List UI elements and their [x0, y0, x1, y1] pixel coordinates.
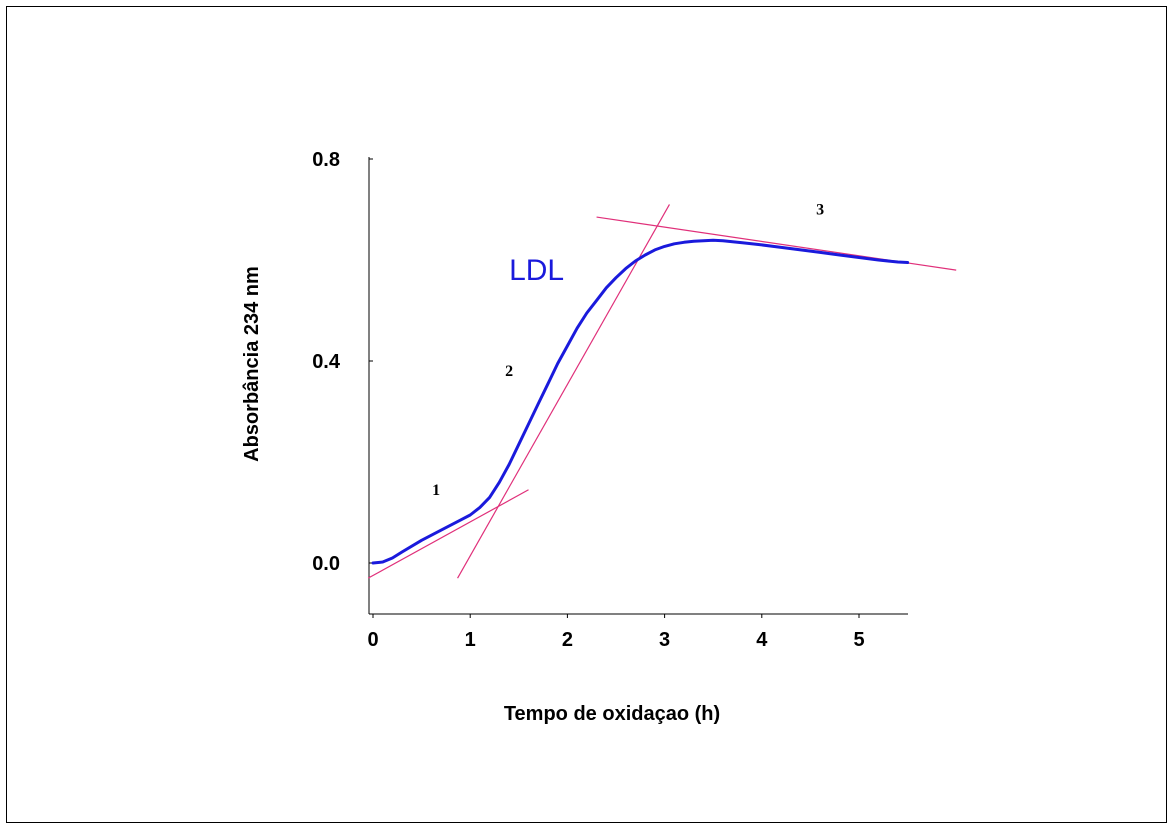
x-tick-label: 4 — [756, 629, 768, 651]
x-tick-label: 5 — [853, 629, 864, 651]
x-ticks: 0 1 2 3 4 5 — [367, 614, 865, 651]
x-tick-label: 2 — [562, 629, 573, 651]
tangent-line-1 — [367, 489, 529, 579]
y-ticks: 0.0 0.4 0.8 — [312, 149, 373, 575]
series-label-ldl: LDL — [509, 254, 564, 287]
phase-label-1: 1 — [432, 482, 440, 499]
y-tick-label: 0.4 — [312, 351, 341, 373]
phase-label-2: 2 — [505, 363, 513, 380]
x-axis-title: Tempo de oxidaçao (h) — [504, 703, 720, 725]
y-tick-label: 0.0 — [312, 553, 340, 575]
series-line-ldl — [371, 238, 910, 565]
phase-label-3: 3 — [816, 202, 824, 219]
y-tick-label: 0.8 — [312, 149, 340, 171]
series — [371, 238, 910, 565]
annotations: LDL 1 2 3 — [432, 202, 824, 499]
x-tick-label: 3 — [659, 629, 670, 651]
axes — [368, 157, 908, 615]
chart-frame — [6, 6, 1167, 823]
y-axis-title: Absorbância 234 nm — [241, 266, 263, 462]
x-tick-label: 1 — [465, 629, 476, 651]
x-tick-label: 0 — [367, 629, 378, 651]
tangent-line-2 — [457, 204, 670, 579]
